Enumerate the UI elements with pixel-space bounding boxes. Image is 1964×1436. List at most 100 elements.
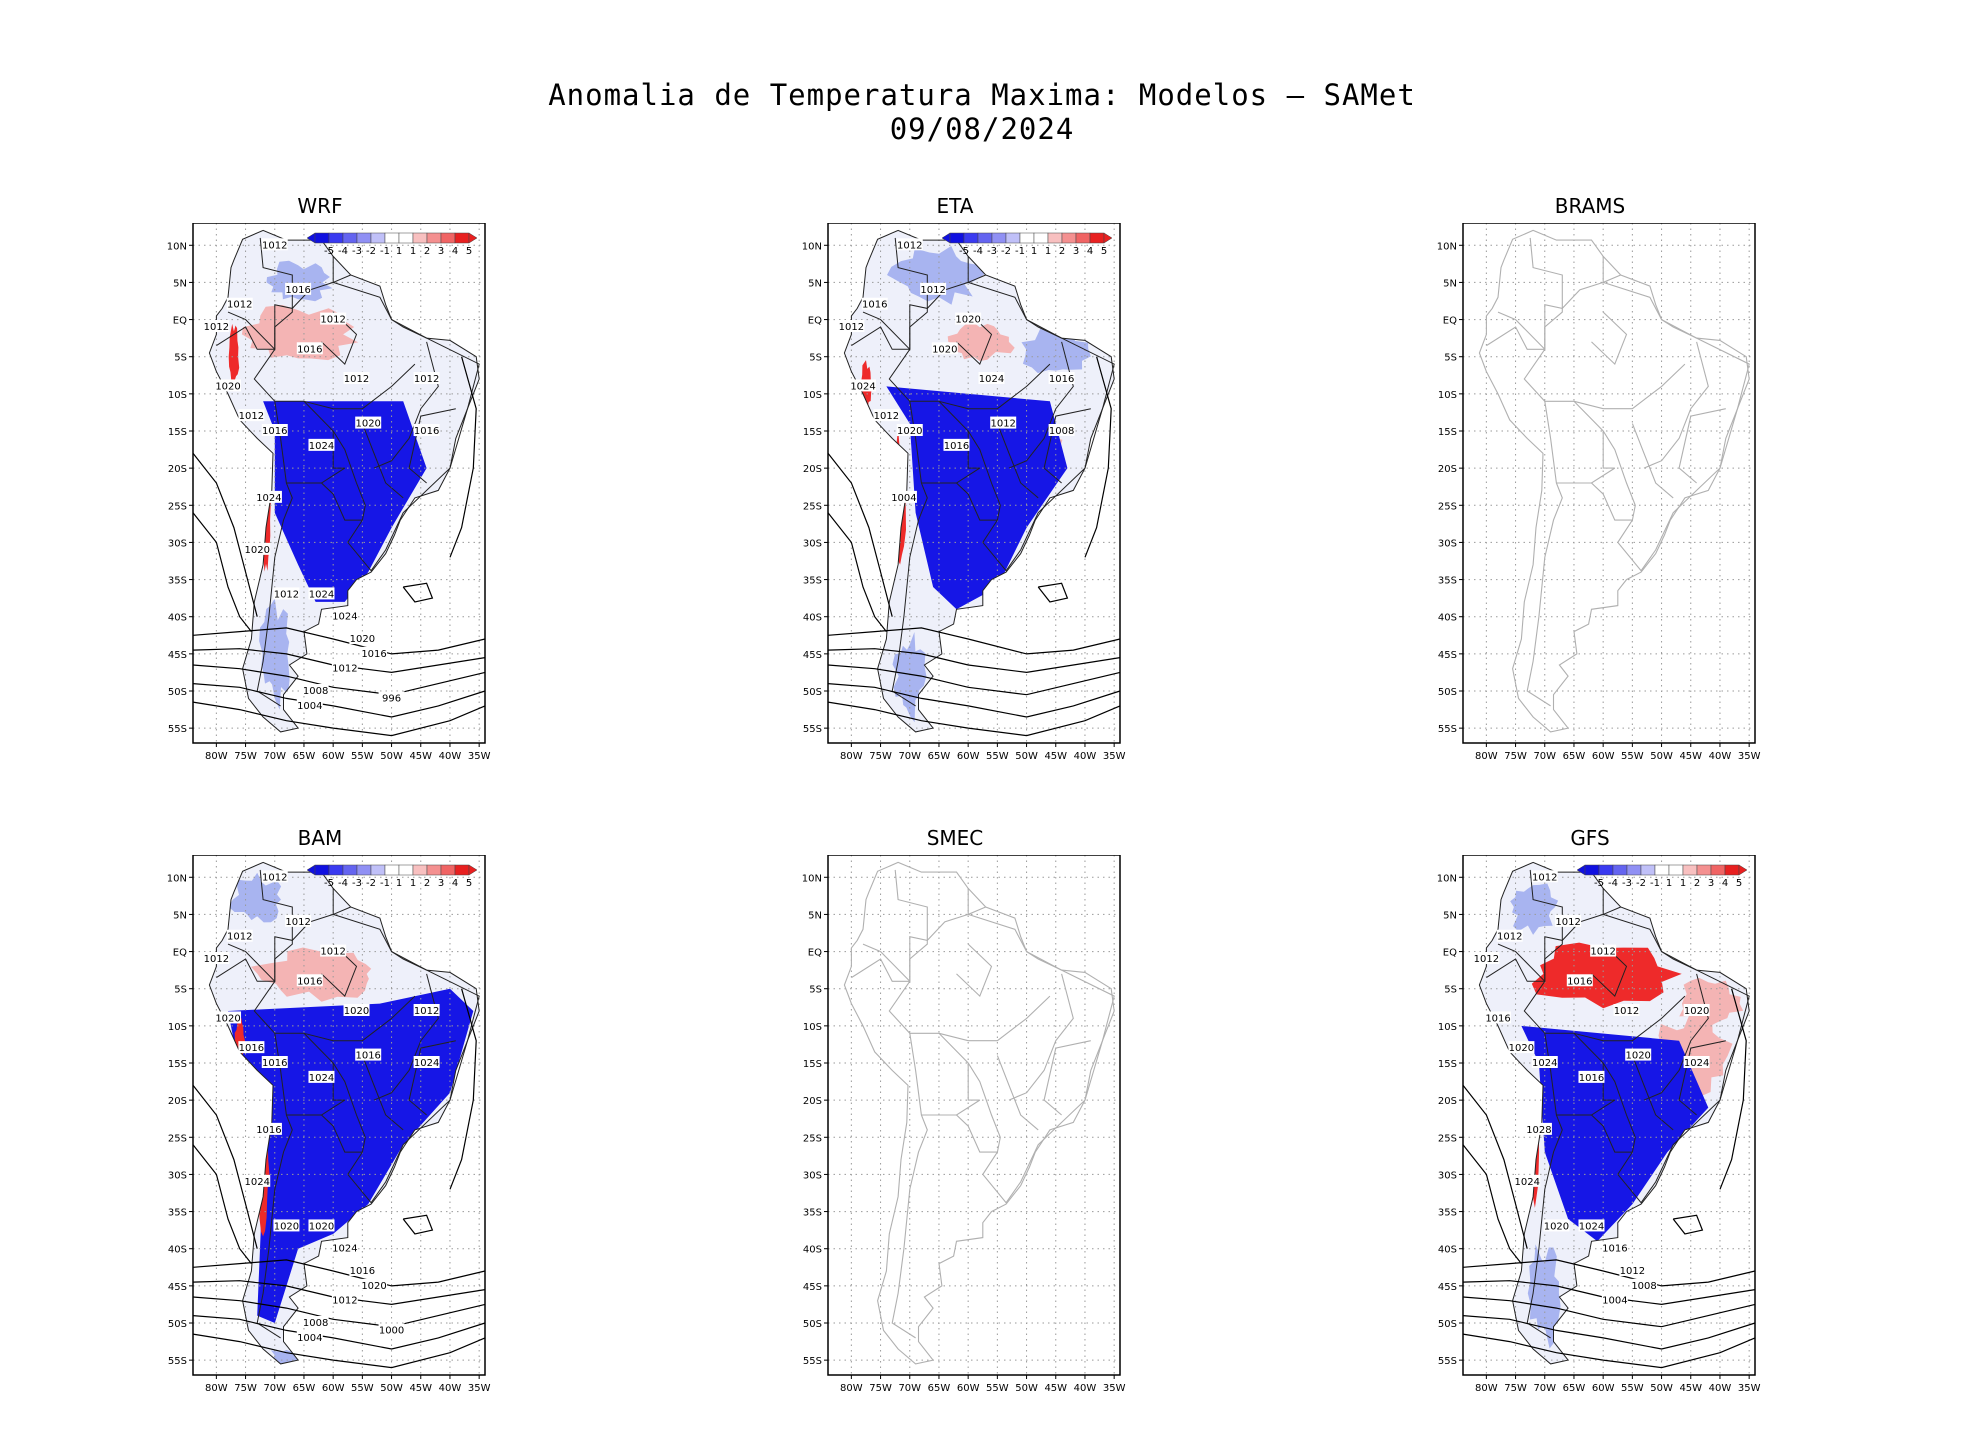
lat-label: EQ bbox=[808, 948, 822, 959]
lon-label: 50W bbox=[380, 751, 403, 762]
strong-cold-anomaly bbox=[1521, 1025, 1709, 1242]
country-border bbox=[1526, 401, 1563, 707]
lon-label: 45W bbox=[409, 751, 432, 762]
lat-label: 5S bbox=[1444, 353, 1457, 364]
isobar-label: 1012 bbox=[285, 917, 310, 928]
colorbar-label: -4 bbox=[1608, 878, 1618, 889]
isobar-label: 1016 bbox=[297, 976, 322, 987]
main-title: Anomalia de Temperatura Maxima: Modelos … bbox=[548, 78, 1416, 112]
colorbar-label: 4 bbox=[452, 246, 458, 257]
isobar-label-bg bbox=[361, 646, 388, 659]
colorbar-swatch bbox=[412, 232, 428, 244]
colorbar-swatch bbox=[314, 232, 330, 244]
isobar-line bbox=[192, 1084, 258, 1249]
lon-label: 80W bbox=[840, 1383, 863, 1394]
lon-label: 75W bbox=[234, 751, 257, 762]
lon-label: 70W bbox=[1533, 751, 1556, 762]
colorbar-label: 5 bbox=[466, 878, 472, 889]
lon-label: 35W bbox=[1103, 1383, 1126, 1394]
country-border bbox=[321, 1114, 363, 1153]
lat-label: 10S bbox=[168, 1022, 187, 1033]
lat-label: 20S bbox=[168, 1096, 187, 1107]
lon-label: 50W bbox=[1015, 751, 1038, 762]
isobar-label: 1024 bbox=[979, 374, 1004, 385]
isobar-label-bg bbox=[838, 320, 865, 332]
isobar-line bbox=[1462, 1333, 1756, 1369]
colorbar-label: 2 bbox=[424, 246, 430, 257]
isobar-label-bg bbox=[1048, 372, 1075, 384]
country-border bbox=[1602, 256, 1621, 284]
isobar-label-bg bbox=[285, 914, 312, 927]
country-border bbox=[956, 943, 993, 998]
lat-label: EQ bbox=[1443, 316, 1457, 327]
colorbar-label: -5 bbox=[1594, 878, 1604, 889]
isobar-label-bg bbox=[943, 438, 970, 451]
isobar-label: 1024 bbox=[1532, 1058, 1557, 1069]
lat-label: 35S bbox=[168, 1208, 187, 1219]
colorbar-swatch bbox=[1089, 232, 1105, 244]
anomaly-layer bbox=[1510, 883, 1744, 1349]
panel-bam: BAM 1012 1012 1012 1012 1016 1020 1012 1012 1016 1… bbox=[155, 826, 535, 1394]
lat-label: 40S bbox=[803, 613, 822, 624]
colorbar-swatch bbox=[1075, 232, 1091, 244]
colorbar-swatch bbox=[454, 232, 470, 244]
isobar-label-bg bbox=[361, 1278, 388, 1291]
lat-label: 35S bbox=[168, 576, 187, 587]
lon-label: 45W bbox=[1044, 751, 1067, 762]
lat-label: 10N bbox=[802, 241, 822, 252]
lat-label: EQ bbox=[173, 316, 187, 327]
lon-label: 45W bbox=[1679, 1383, 1702, 1394]
country-border bbox=[851, 237, 928, 350]
isobar-line bbox=[1672, 1214, 1704, 1235]
isobar-label-bg bbox=[890, 490, 917, 503]
isobar-label: 1016 bbox=[1049, 374, 1074, 385]
lat-label: 10N bbox=[167, 241, 187, 252]
cool-anomaly-area bbox=[266, 260, 333, 302]
lon-label: 45W bbox=[1679, 751, 1702, 762]
lon-label: 75W bbox=[869, 751, 892, 762]
colorbar-swatch bbox=[1640, 864, 1656, 876]
colorbar-swatch bbox=[1696, 864, 1712, 876]
map-canvas: 1012 1016 1012 1012 1016 1012 1012 1012 1012 1020… bbox=[167, 223, 491, 762]
isobar-label-bg bbox=[1473, 952, 1500, 964]
lat-label: 5S bbox=[1444, 985, 1457, 996]
lat-label: EQ bbox=[1443, 948, 1457, 959]
lon-label: 70W bbox=[898, 751, 921, 762]
country-border bbox=[1573, 363, 1686, 410]
lat-label: 30S bbox=[803, 538, 822, 549]
panel-eta: ETA 1012 1012 1016 1012 1020 1024 1016 1020 1012 1… bbox=[790, 194, 1170, 762]
isobar-label: 1012 bbox=[414, 1006, 439, 1017]
lat-label: 25S bbox=[1438, 1133, 1457, 1144]
country-border bbox=[303, 995, 416, 1042]
isobar-label-bg bbox=[226, 297, 253, 310]
isobar-label: 1016 bbox=[297, 344, 322, 355]
isobar-label: 1020 bbox=[274, 1221, 299, 1232]
isobar-label-bg bbox=[413, 372, 440, 384]
isobar-line bbox=[192, 1259, 486, 1287]
country-border bbox=[332, 256, 351, 284]
isobar-label: 1004 bbox=[297, 701, 322, 712]
lat-label: 15S bbox=[803, 1059, 822, 1070]
colorbar-label: 1 bbox=[396, 246, 402, 257]
lat-label: 5S bbox=[174, 353, 187, 364]
cool-anomaly-area bbox=[270, 1347, 307, 1364]
colorbar-label: 2 bbox=[1059, 246, 1065, 257]
isobar-line bbox=[192, 1333, 486, 1369]
isobar-label-bg bbox=[1613, 1004, 1640, 1016]
country-borders bbox=[1478, 229, 1750, 733]
isobar-label: 1012 bbox=[320, 947, 345, 958]
colorbar-swatch bbox=[1019, 232, 1035, 244]
lat-label: 25S bbox=[803, 1133, 822, 1144]
lat-label: 50S bbox=[168, 1319, 187, 1330]
isobar-label-bg bbox=[1525, 1122, 1552, 1135]
isobar-label: 1012 bbox=[1474, 954, 1499, 965]
country-border bbox=[996, 1055, 1039, 1131]
colorbar-label: 1 bbox=[1666, 878, 1672, 889]
map-background bbox=[828, 855, 1120, 1375]
panel-title: BAM bbox=[297, 826, 343, 850]
lat-label: 50S bbox=[1438, 687, 1457, 698]
isobar-label: 1008 bbox=[303, 686, 328, 697]
colorbar-swatch bbox=[1654, 864, 1670, 876]
lon-label: 55W bbox=[1621, 751, 1644, 762]
lat-label: 45S bbox=[803, 1282, 822, 1293]
